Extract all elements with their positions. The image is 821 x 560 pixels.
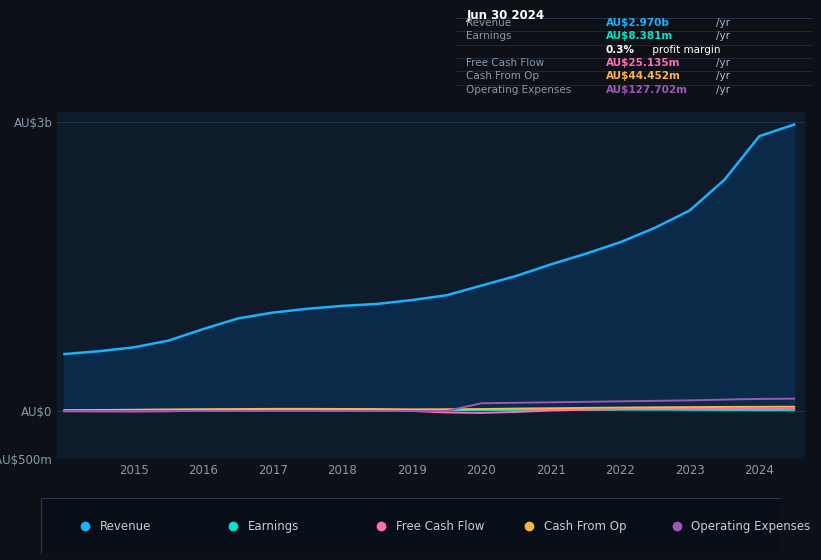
Text: Cash From Op: Cash From Op — [544, 520, 626, 533]
Text: Operating Expenses: Operating Expenses — [691, 520, 810, 533]
Text: Operating Expenses: Operating Expenses — [466, 85, 571, 95]
Text: /yr: /yr — [717, 71, 731, 81]
Text: Revenue: Revenue — [100, 520, 152, 533]
Text: AU$8.381m: AU$8.381m — [606, 31, 673, 41]
Text: Free Cash Flow: Free Cash Flow — [396, 520, 484, 533]
Text: profit margin: profit margin — [649, 45, 720, 55]
Text: AU$25.135m: AU$25.135m — [606, 58, 680, 68]
Text: /yr: /yr — [717, 58, 731, 68]
Text: /yr: /yr — [717, 85, 731, 95]
Text: Revenue: Revenue — [466, 18, 511, 28]
Text: AU$44.452m: AU$44.452m — [606, 71, 681, 81]
Text: 0.3%: 0.3% — [606, 45, 635, 55]
Text: Earnings: Earnings — [248, 520, 300, 533]
Text: Earnings: Earnings — [466, 31, 511, 41]
Text: AU$2.970b: AU$2.970b — [606, 18, 670, 28]
Text: /yr: /yr — [717, 31, 731, 41]
Text: AU$127.702m: AU$127.702m — [606, 85, 688, 95]
Text: Cash From Op: Cash From Op — [466, 71, 539, 81]
Text: Free Cash Flow: Free Cash Flow — [466, 58, 544, 68]
Text: /yr: /yr — [717, 18, 731, 28]
Text: Jun 30 2024: Jun 30 2024 — [466, 10, 544, 22]
